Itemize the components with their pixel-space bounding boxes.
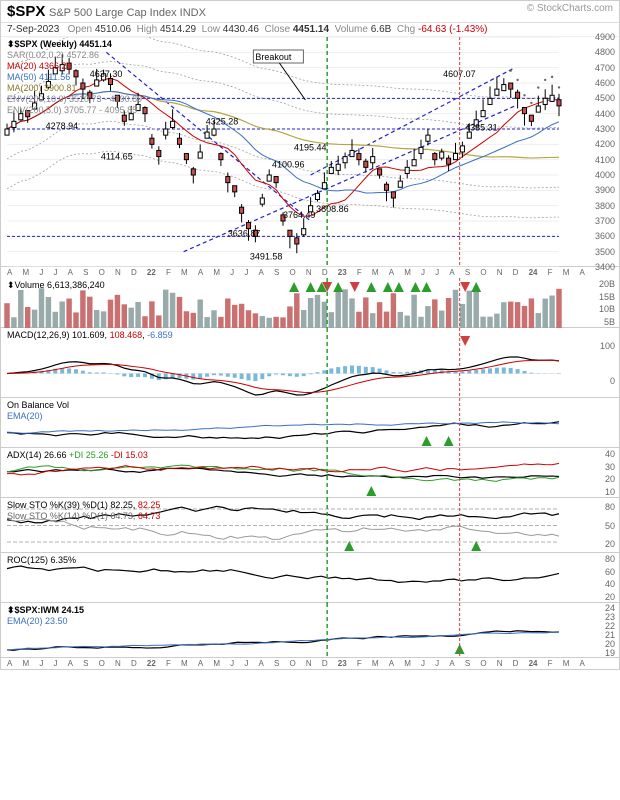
svg-text:4335.31: 4335.31 — [465, 123, 498, 133]
ratio-label: ⬍$SPX:IWM 24.15EMA(20) 23.50 — [7, 605, 84, 627]
ratio-panel: ⬍$SPX:IWM 24.15EMA(20) 23.50 24232221201… — [1, 603, 619, 658]
adx-label: ADX(14) 26.66 +DI 25.26 -DI 15.03 — [7, 450, 148, 461]
svg-text:3808.86: 3808.86 — [316, 204, 349, 214]
attribution: © StockCharts.com — [527, 3, 613, 20]
svg-text:3491.58: 3491.58 — [250, 251, 283, 261]
ratio-chart — [1, 603, 587, 658]
volume-panel: ⬍Volume 6,613,386,240 20B15B10B5B — [1, 278, 619, 328]
stockchart-container: $SPX S&P 500 Large Cap Index INDX © Stoc… — [0, 0, 620, 670]
svg-text:4325.28: 4325.28 — [206, 116, 239, 126]
macd-yaxis: 1000 — [587, 328, 617, 397]
obv-label: On Balance VolEMA(20) — [7, 400, 69, 422]
obv-chart — [1, 398, 587, 448]
ticker-desc: S&P 500 Large Cap Index INDX — [49, 7, 206, 19]
header-left: $SPX S&P 500 Large Cap Index INDX — [7, 3, 206, 20]
price-yaxis: 3400350036003700380039004000410042004300… — [587, 37, 617, 266]
obv-panel: On Balance VolEMA(20) — [1, 398, 619, 448]
svg-text:4195.44: 4195.44 — [294, 142, 327, 152]
roc-yaxis: 80604020 — [587, 553, 617, 602]
sto-yaxis: 805020 — [587, 498, 617, 552]
ohlc-row: 7-Sep-2023 Open 4510.06 High 4514.29 Low… — [1, 23, 619, 37]
ticker-symbol: $SPX — [7, 3, 45, 20]
svg-text:4278.94: 4278.94 — [46, 121, 79, 131]
svg-text:4607.07: 4607.07 — [443, 69, 476, 79]
adx-yaxis: 40302010 — [587, 448, 617, 497]
adx-panel: ADX(14) 26.66 +DI 25.26 -DI 15.03 403020… — [1, 448, 619, 498]
chart-header: $SPX S&P 500 Large Cap Index INDX © Stoc… — [1, 1, 619, 23]
roc-panel: ROC(125) 6.35% 80604020 — [1, 553, 619, 603]
volume-yaxis: 20B15B10B5B — [587, 278, 617, 327]
roc-chart — [1, 553, 587, 603]
x-axis-bottom: AMJJASOND22FMAMJJASOND23FMAMJJASOND24FMA — [1, 658, 619, 669]
x-axis-top: AMJJASOND22FMAMJJASOND23FMAMJJASOND24FMA — [1, 267, 619, 278]
price-labels: ⬍$SPX (Weekly) 4451.14SAR(0.02,0.2) 4572… — [7, 39, 142, 116]
sto-label: Slow STO %K(39) %D(1) 82.25, 82.25Slow S… — [7, 500, 160, 522]
svg-text:Breakout: Breakout — [255, 52, 292, 62]
ratio-yaxis: 242322212019 — [587, 603, 617, 657]
sto-panel: Slow STO %K(39) %D(1) 82.25, 82.25Slow S… — [1, 498, 619, 553]
svg-text:3636.87: 3636.87 — [228, 228, 261, 238]
svg-text:3764.49: 3764.49 — [283, 210, 316, 220]
svg-text:4114.65: 4114.65 — [101, 152, 133, 162]
date: 7-Sep-2023 — [7, 24, 59, 35]
roc-label: ROC(125) 6.35% — [7, 555, 76, 566]
macd-label: MACD(12,26,9) 101.609, 108.468, -6.859 — [7, 330, 173, 341]
macd-panel: MACD(12,26,9) 101.609, 108.468, -6.859 1… — [1, 328, 619, 398]
volume-label: ⬍Volume 6,613,386,240 — [7, 280, 105, 291]
price-panel: ⬍$SPX (Weekly) 4451.14SAR(0.02,0.2) 4572… — [1, 37, 619, 267]
svg-text:4100.96: 4100.96 — [272, 159, 305, 169]
